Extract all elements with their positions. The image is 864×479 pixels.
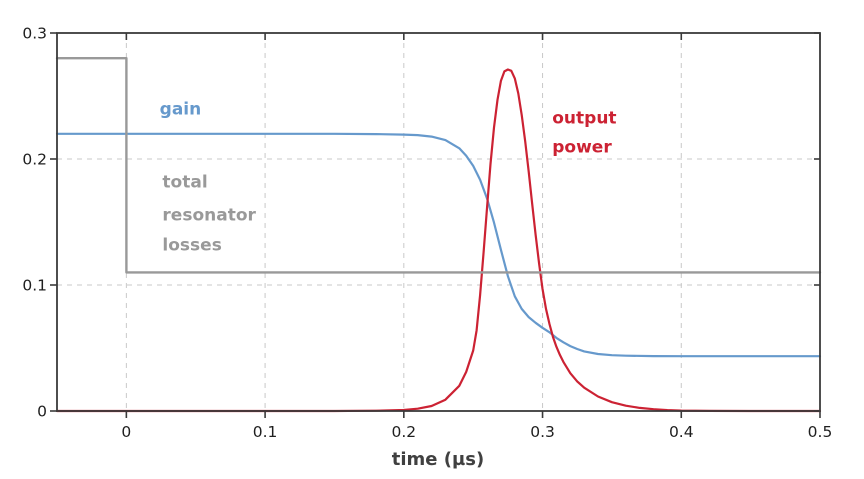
curve-label-gain: gain	[160, 100, 202, 120]
output-power-curve	[55, 68, 822, 413]
x-tick-label: 0.4	[669, 423, 694, 441]
x-tick-label: 0	[121, 423, 131, 441]
curve-label-losses: losses	[162, 236, 221, 256]
plot-frame-and-ticks	[50, 32, 821, 418]
gain-curve	[55, 132, 822, 358]
tick-labels: 0 0.1 0.2 0.3 0.4 0.5 0 0.1 0.2 0.3	[22, 25, 832, 442]
total-resonator-losses-curve	[55, 57, 822, 274]
y-tick-label: 0.2	[22, 151, 47, 169]
x-tick-label: 0.2	[391, 423, 416, 441]
curve-labels: gain total resonator losses output power	[160, 100, 617, 256]
curve-label-output: output	[552, 108, 616, 128]
x-tick-label: 0.3	[530, 423, 555, 441]
plot-frame	[56, 32, 821, 412]
y-tick-label: 0	[37, 403, 47, 421]
curve-label-power: power	[552, 137, 612, 157]
x-tick-label: 0.5	[808, 423, 833, 441]
x-tick-label: 0.1	[253, 423, 278, 441]
y-tick-label: 0.1	[22, 277, 47, 295]
curve-label-resonator: resonator	[162, 205, 256, 225]
curve-label-total: total	[162, 173, 207, 193]
data-series	[55, 57, 822, 413]
y-tick-label: 0.3	[22, 25, 47, 43]
x-axis-title: time (µs)	[392, 449, 484, 470]
